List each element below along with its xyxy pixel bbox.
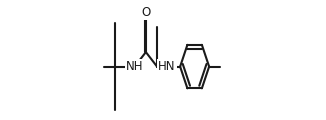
Text: NH: NH	[126, 60, 143, 73]
Text: O: O	[141, 6, 151, 19]
Text: HN: HN	[158, 60, 176, 73]
